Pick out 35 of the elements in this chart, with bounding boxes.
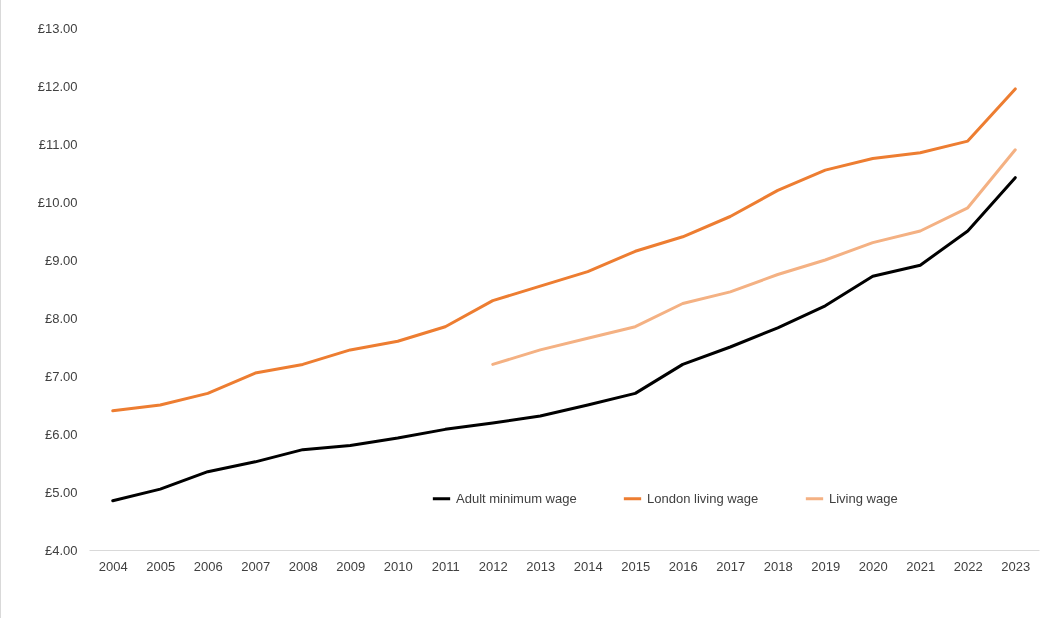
y-tick-label: £8.00 <box>44 310 78 326</box>
legend-label: Adult minimum wage <box>456 490 577 506</box>
x-tick-label: 2004 <box>98 558 128 574</box>
x-tick-label: 2008 <box>288 558 318 574</box>
x-tick-label: 2009 <box>336 558 366 574</box>
y-tick-label: £13.00 <box>37 20 78 36</box>
y-tick-label: £10.00 <box>37 194 78 210</box>
y-tick-label: £9.00 <box>44 252 78 268</box>
x-tick-label: 2022 <box>953 558 983 574</box>
x-tick-label: 2010 <box>383 558 413 574</box>
x-tick-label: 2017 <box>716 558 746 574</box>
x-tick-label: 2006 <box>193 558 223 574</box>
x-tick-label: 2005 <box>146 558 176 574</box>
x-tick-label: 2018 <box>763 558 793 574</box>
x-tick-label: 2014 <box>573 558 603 574</box>
x-tick-label: 2019 <box>811 558 841 574</box>
y-tick-label: £5.00 <box>44 484 78 500</box>
x-tick-label: 2020 <box>858 558 888 574</box>
line-series <box>111 87 1017 413</box>
x-tick-label: 2015 <box>621 558 651 574</box>
y-tick-label: £11.00 <box>38 136 78 152</box>
y-tick-label: £6.00 <box>44 426 78 442</box>
y-tick-label: £7.00 <box>44 368 78 384</box>
x-tick-label: 2011 <box>431 558 460 574</box>
x-tick-label: 2021 <box>906 558 936 574</box>
x-tick-label: 2016 <box>668 558 698 574</box>
line-series <box>491 148 1017 366</box>
x-tick-label: 2012 <box>478 558 508 574</box>
y-tick-label: £12.00 <box>37 78 78 94</box>
x-tick-label: 2023 <box>1001 558 1031 574</box>
x-tick-label: 2007 <box>241 558 271 574</box>
y-tick-label: £4.00 <box>44 542 78 558</box>
legend-label: London living wage <box>647 490 759 506</box>
legend-label: Living wage <box>829 490 898 506</box>
x-tick-label: 2013 <box>526 558 556 574</box>
